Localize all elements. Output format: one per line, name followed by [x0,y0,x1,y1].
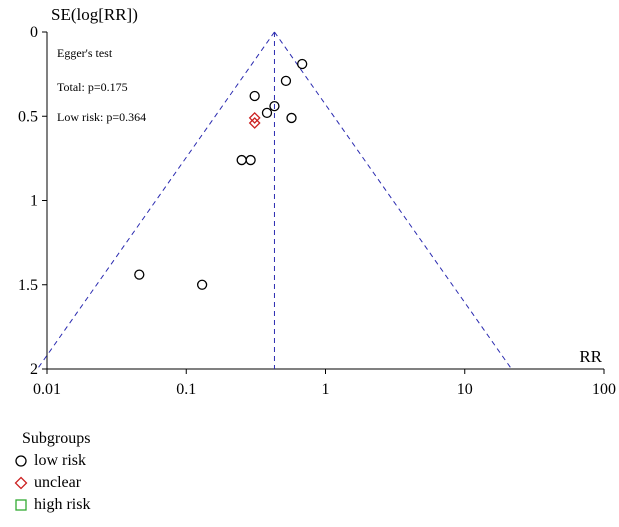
legend-label-unclear: unclear [34,474,82,491]
circle-marker-icon [12,454,30,468]
annotation-eggers-test: Egger's test [57,46,113,60]
diamond-marker-icon [12,476,30,490]
legend-item-low-risk: low risk [12,450,90,472]
square-marker-icon [12,498,30,512]
funnel-right-line [274,31,512,370]
x-tick-label: 10 [457,381,473,398]
annotation-low-risk-p: Low risk: p=0.364 [57,110,146,124]
data-point-unclear [248,112,261,124]
legend-label-high-risk: high risk [34,496,91,513]
y-tick-label: 1 [30,193,38,210]
annotation-total-p: Total: p=0.175 [57,80,128,94]
data-points [134,58,308,290]
y-tick-label: 2 [30,361,38,378]
data-point-low-risk [261,107,273,119]
funnel-plot: 0.01 0.1 1 10 100 0 0.5 1 1.5 2 SE(log[RR]) RR Eg… [18,5,616,398]
y-axis-label: SE(log[RR]) [51,5,138,24]
x-tick-label: 1 [322,381,330,398]
legend-label-low-risk: low risk [34,452,86,469]
legend-item-unclear: unclear [12,472,90,494]
data-point-unclear [248,117,261,129]
y-tick-label: 0 [30,24,38,41]
x-tick-label: 0.01 [33,381,61,398]
y-tick-label: 1.5 [18,277,38,294]
data-point-low-risk [249,90,260,102]
legend-item-high-risk: high risk [12,494,90,516]
x-tick-label: 0.1 [176,381,196,398]
data-point-low-risk [134,269,145,280]
data-point-low-risk [245,154,256,166]
legend-title: Subgroups [22,430,91,447]
data-point-low-risk [269,100,280,112]
legend: Subgroups low risk unclear high risk [12,428,90,516]
data-point-low-risk [297,58,308,70]
data-point-low-risk [196,279,208,290]
x-axis-label: RR [579,347,602,366]
data-point-low-risk [286,112,297,124]
y-tick-label: 0.5 [18,108,38,125]
funnel-left-line [36,31,275,370]
funnel-lines [36,31,512,370]
data-point-low-risk [236,154,247,166]
x-tick-label: 100 [592,381,616,398]
axes: 0.01 0.1 1 10 100 0 0.5 1 1.5 2 [18,24,616,398]
data-point-low-risk [280,75,292,87]
